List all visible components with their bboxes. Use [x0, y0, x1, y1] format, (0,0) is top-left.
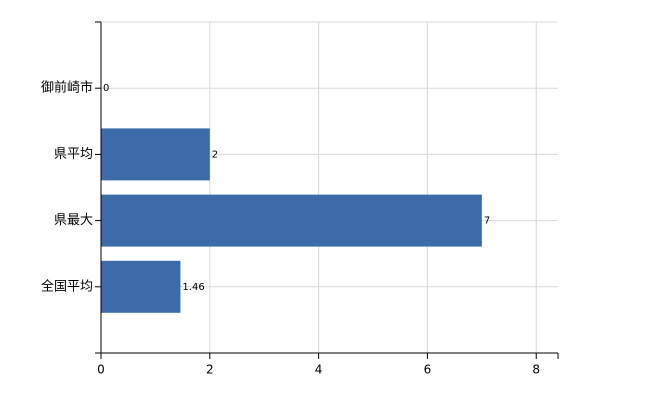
- x-tick-label: 0: [97, 363, 105, 377]
- x-tick-label: 4: [315, 363, 323, 377]
- bar: [101, 128, 210, 181]
- value-label: 0: [103, 83, 109, 94]
- y-tick-label: 県平均: [54, 147, 93, 162]
- y-tick-label: 県最大: [54, 213, 93, 228]
- y-tick-label: 御前崎市: [41, 80, 93, 96]
- bar: [101, 260, 181, 313]
- y-tick-label: 全国平均: [41, 278, 93, 294]
- value-label: 1.46: [182, 282, 204, 293]
- x-tick-label: 2: [206, 363, 214, 377]
- value-label: 7: [484, 216, 490, 227]
- value-label: 2: [212, 149, 218, 160]
- x-tick-label: 6: [424, 363, 432, 377]
- bar: [101, 194, 482, 247]
- x-tick-label: 8: [532, 363, 540, 377]
